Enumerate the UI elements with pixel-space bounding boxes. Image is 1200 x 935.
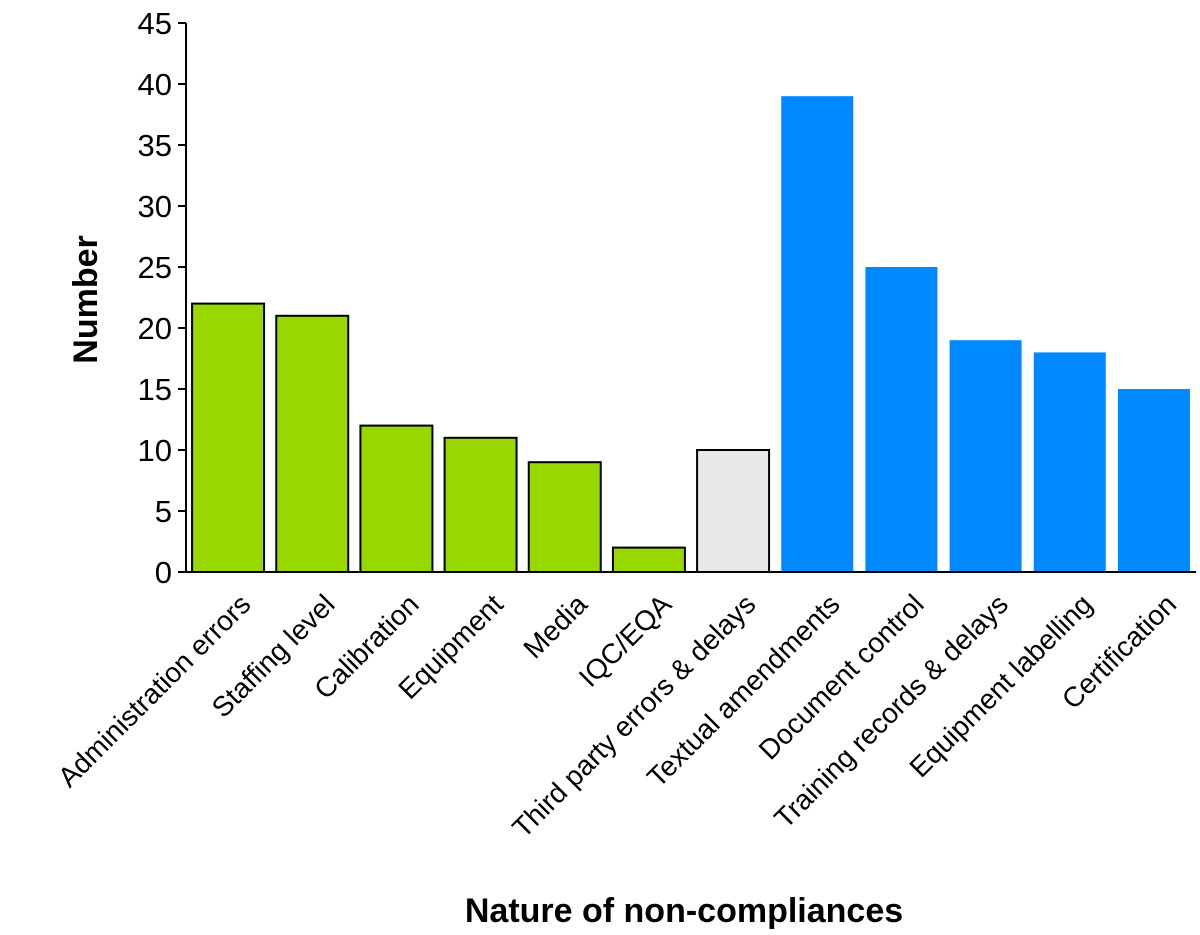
y-tick-label: 15	[138, 372, 172, 407]
bars-group	[191, 96, 1190, 574]
bar	[1117, 389, 1190, 572]
bar	[1033, 352, 1106, 572]
y-tick-label: 40	[138, 67, 172, 102]
y-ticks-group: 0 5 10 15 20 25 30 35 40 45	[138, 6, 186, 590]
y-tick-label: 35	[138, 128, 172, 163]
bar	[696, 449, 771, 573]
y-tick-label: 10	[138, 433, 172, 468]
bar	[275, 314, 350, 573]
x-tick-label: Media	[517, 588, 593, 664]
y-axis-title: Number	[67, 235, 105, 363]
y-tick-label: 25	[138, 250, 172, 285]
y-tick-label: 30	[138, 189, 172, 224]
bar	[191, 302, 266, 573]
y-tick-label: 0	[155, 555, 172, 590]
y-tick-label: 45	[138, 6, 172, 41]
x-axis-title: Nature of non-compliances	[465, 892, 903, 930]
bar	[527, 461, 602, 574]
bar	[865, 267, 938, 572]
bar	[611, 546, 686, 573]
bar	[443, 436, 518, 573]
y-tick-label: 5	[155, 494, 172, 529]
bar	[359, 424, 434, 573]
bar	[949, 340, 1022, 572]
axes-group	[178, 23, 1196, 573]
bar	[781, 96, 854, 572]
y-tick-label: 20	[138, 311, 172, 346]
